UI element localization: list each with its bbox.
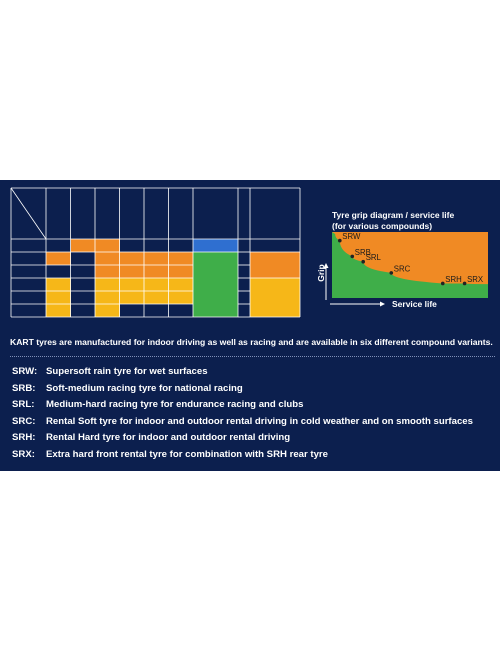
legend-description: Extra hard front rental tyre for combina… [46, 448, 329, 460]
legend-item: SRC: Rental Soft tyre for indoor and outd… [12, 416, 473, 433]
compound-point [350, 254, 355, 259]
legend-description: Rental Soft tyre for indoor and outdoor … [46, 415, 473, 427]
application-cell [250, 239, 300, 252]
table-gridlines [10, 187, 301, 318]
table-cell [70, 252, 95, 265]
table-cell [168, 278, 193, 291]
compound-point-label: SRW [342, 232, 361, 241]
legend-code: SRH: [12, 432, 36, 443]
grip-chart-title-line1: Tyre grip diagram / service life [332, 210, 455, 220]
application-cell [250, 278, 300, 317]
application-cell [250, 252, 300, 278]
compound-point [389, 271, 394, 275]
legend-description: Rental Hard tyre for indoor and outdoor … [46, 432, 291, 443]
x-axis-arrowhead [380, 301, 385, 307]
compound-point [462, 281, 467, 286]
table-gridline [10, 187, 47, 240]
table-cell [144, 252, 169, 265]
compound-point [338, 238, 342, 243]
table-cell [144, 304, 169, 317]
service-life-axis-label: Service life [392, 299, 437, 309]
table-cell [46, 304, 71, 317]
compound-point-label: SRB [355, 248, 371, 257]
legend-code: SRX: [12, 448, 35, 460]
table-cell [70, 304, 95, 317]
dimension-header [101, 190, 113, 238]
intro-text: KART tyres are manufactured for indoor d… [10, 337, 493, 347]
dimension-header [126, 190, 138, 238]
table-cell [144, 278, 169, 291]
tyre-info-panel: Tyre grip diagram / service life (for va… [0, 180, 500, 471]
table-cell [119, 291, 144, 304]
tread-cell [193, 239, 238, 252]
table-cell [144, 291, 169, 304]
legend-code: SRC: [12, 415, 36, 427]
table-cell [168, 239, 193, 252]
legend-description: Medium-hard racing tyre for endurance ra… [46, 399, 304, 410]
tread-cell [193, 252, 238, 317]
table-cell [70, 278, 95, 291]
grip-chart-title-line2: (for various compounds) [332, 221, 433, 231]
table-cell [95, 304, 120, 317]
grip-axis-label: Grip [316, 264, 326, 281]
section-divider [10, 356, 495, 357]
table-cell [46, 265, 71, 278]
compound-point-label: SRH [445, 275, 461, 284]
compound-point-label: SRL [366, 253, 382, 262]
table-cell [70, 239, 95, 252]
table-cell [70, 265, 95, 278]
legend-item: SRX: Extra hard front rental tyre for com… [12, 449, 473, 466]
legend-item: SRL: Medium-hard racing tyre for enduranc… [12, 399, 473, 416]
compound-point-label: SRC [394, 264, 411, 273]
legend-description: Soft-medium racing tyre for national rac… [46, 382, 243, 394]
table-cell [119, 252, 144, 265]
legend-code: SRW: [12, 366, 38, 377]
dimension-header [52, 190, 64, 238]
table-cell [95, 252, 120, 265]
legend-item: SRW: Supersoft rain tyre for wet surfaces [12, 366, 473, 383]
table-cell [70, 291, 95, 304]
table-cell [168, 291, 193, 304]
table-cell [46, 239, 71, 252]
corner-dimension-label [33, 188, 45, 232]
table-cell [144, 239, 169, 252]
legend-description: Supersoft rain tyre for wet surfaces [46, 366, 208, 377]
dimension-header [77, 190, 89, 238]
table-cell [95, 291, 120, 304]
compound-point [440, 281, 445, 286]
table-cell [119, 304, 144, 317]
table-cell [46, 291, 71, 304]
table-cell [95, 278, 120, 291]
table-cell [95, 265, 120, 278]
dimension-header [175, 190, 187, 238]
table-cell [168, 265, 193, 278]
legend-code: SRB: [12, 382, 36, 394]
legend-item: SRB: Soft-medium racing tyre for national… [12, 383, 473, 400]
table-cell [46, 278, 71, 291]
y-axis-arrowhead [323, 263, 329, 268]
table-cell [119, 265, 144, 278]
table-cell [119, 278, 144, 291]
table-cell [46, 252, 71, 265]
grip-chart-title: Tyre grip diagram / service life (for va… [332, 210, 454, 232]
table-cell [168, 304, 193, 317]
grip-chart-upper-area [332, 232, 488, 285]
compound-point [361, 259, 365, 264]
compound-legend: SRW: Supersoft rain tyre for wet surfaces… [12, 366, 473, 465]
table-cell [95, 239, 120, 252]
table-cell [119, 239, 144, 252]
legend-code: SRL: [12, 399, 35, 410]
compound-point-label: SRX [467, 275, 484, 284]
table-cell [168, 252, 193, 265]
table-cell [144, 265, 169, 278]
dimension-header [150, 190, 162, 238]
legend-item: SRH: Rental Hard tyre for indoor and outd… [12, 432, 473, 449]
